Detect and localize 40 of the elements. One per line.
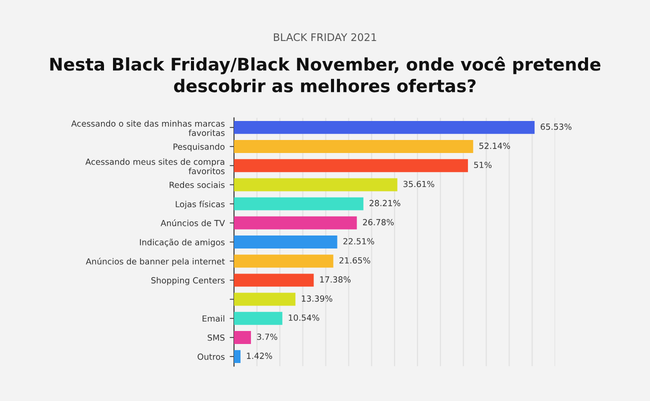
y-tick-label: Outros	[198, 354, 225, 360]
bar	[234, 274, 314, 287]
data-label: 21.65%	[339, 257, 370, 264]
bar	[234, 216, 357, 230]
y-tick-label: Anúncios de TV	[160, 219, 225, 226]
data-label: 10.54%	[288, 314, 320, 321]
y-tick-label: Redes sociais	[170, 182, 225, 188]
bar	[234, 330, 251, 344]
data-label: 13.39%	[302, 295, 332, 302]
chart-subtitle: BLACK FRIDAY 2021	[274, 33, 376, 42]
bar	[234, 140, 474, 154]
y-tick-label: Pesquisando	[174, 143, 225, 152]
bar	[234, 159, 468, 172]
data-label: 3.7%	[257, 334, 278, 340]
chart-title: Nesta Black Friday/Black November, onde você pretende descobrir as melhores ofertas?	[50, 56, 600, 92]
data-label: 51%	[474, 162, 492, 168]
data-label: 65.53%	[540, 124, 572, 130]
bar	[234, 236, 338, 248]
bar	[234, 254, 334, 268]
data-label: 52.14%	[479, 142, 510, 149]
y-tick-label: Shopping Centers	[151, 277, 225, 286]
data-label: 17.38%	[320, 276, 351, 283]
bar	[234, 178, 398, 192]
bar	[234, 350, 241, 364]
bar	[234, 120, 535, 134]
y-tick-label: Acessando meus sites de compra favoritos	[85, 158, 225, 174]
data-label: 26.78%	[363, 219, 394, 226]
data-label: 35.61%	[404, 180, 434, 188]
bar	[234, 312, 282, 325]
y-tick-label: Lojas físicas	[176, 200, 225, 209]
y-tick-label: Indicação de amigos	[140, 238, 225, 247]
data-label: 22.51%	[343, 238, 374, 244]
bar	[234, 197, 364, 210]
bar	[234, 292, 296, 306]
y-tick-label: Acessando o site das minhas marcas favoritas	[71, 120, 225, 136]
data-label: 1.42%	[246, 352, 272, 359]
data-label: 28.21%	[370, 200, 400, 206]
y-tick-label: SMS	[208, 334, 225, 341]
y-tick-label: Anúncios de banner pela internet	[86, 258, 225, 266]
y-tick-label: Email	[202, 315, 224, 322]
